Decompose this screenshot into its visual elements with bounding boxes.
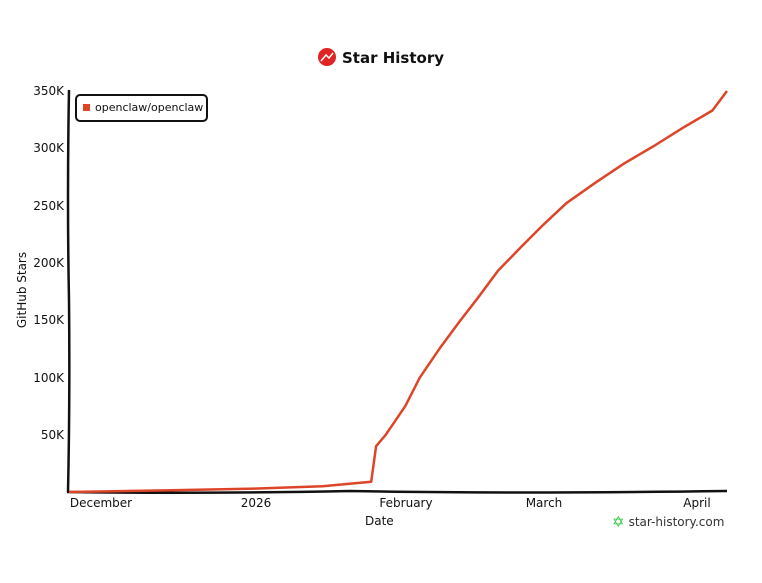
y-tick: 350K [33, 84, 64, 98]
y-tick: 150K [33, 313, 64, 327]
x-axis-label: Date [365, 514, 394, 528]
star-icon: ✡ [612, 513, 625, 531]
x-tick: 2026 [240, 496, 272, 510]
star-history-logo-icon [318, 48, 336, 66]
y-tick: 200K [33, 256, 64, 270]
chart-title: Star History [0, 48, 762, 67]
y-tick: 50K [40, 428, 64, 442]
x-tick: April [683, 496, 711, 510]
series-line-openclaw [68, 90, 729, 494]
x-tick: December [69, 496, 133, 510]
y-tick: 100K [33, 371, 64, 385]
x-tick: March [525, 496, 563, 510]
x-axis [66, 489, 728, 495]
y-tick: 250K [33, 199, 64, 213]
legend: openclaw/openclaw [75, 94, 208, 122]
legend-swatch [83, 104, 90, 111]
chart-title-text: Star History [342, 49, 444, 67]
star-history-link[interactable]: ✡ star-history.com [612, 513, 724, 531]
x-tick: February [379, 496, 433, 510]
y-tick: 300K [33, 141, 64, 155]
legend-label: openclaw/openclaw [95, 101, 204, 114]
y-axis-label: GitHub Stars [15, 251, 29, 329]
y-axis [66, 89, 71, 493]
brand-text: star-history.com [628, 515, 725, 529]
